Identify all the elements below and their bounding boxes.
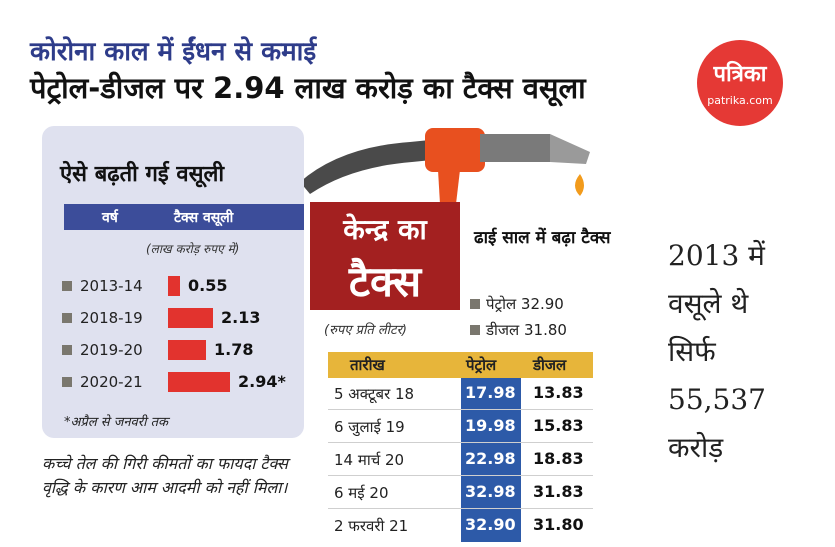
side-note-line: 55,537 bbox=[668, 383, 766, 416]
rise-item-text: पेट्रोल 32.90 bbox=[486, 295, 564, 313]
bar-value: 2.13 bbox=[221, 308, 261, 327]
row-date: 5 अक्टूबर 18 bbox=[334, 385, 415, 403]
bar bbox=[168, 340, 206, 360]
row-divider bbox=[328, 508, 593, 509]
headline-line1: कोरोना काल में ईंधन से कमाई bbox=[30, 37, 317, 67]
fuel-nozzle-illustration bbox=[300, 128, 590, 204]
bar-year: 2018-19 bbox=[80, 309, 143, 327]
table-row: 6 मई 20 32.98 31.83 bbox=[328, 477, 593, 509]
bullet-square bbox=[62, 281, 72, 291]
bar-row: 2018-19 2.13 bbox=[62, 306, 302, 330]
side-note-line: सिर्फ bbox=[668, 335, 716, 368]
bullet-square bbox=[470, 325, 480, 335]
side-note: 2013 में वसूले थे सिर्फ 55,537 करोड़ bbox=[668, 232, 766, 472]
row-diesel: 13.83 bbox=[533, 383, 584, 402]
row-diesel: 18.83 bbox=[533, 449, 584, 468]
row-petrol: 32.90 bbox=[465, 515, 516, 534]
bar-value: 2.94* bbox=[238, 372, 286, 391]
bar-row: 2019-20 1.78 bbox=[62, 338, 302, 362]
bar-value: 1.78 bbox=[214, 340, 254, 359]
row-date: 14 मार्च 20 bbox=[334, 451, 405, 469]
central-tax-unit: (रुपए प्रति लीटर) bbox=[324, 323, 407, 338]
row-date: 6 जुलाई 19 bbox=[334, 418, 405, 436]
rise-title: ढाई साल में बढ़ा टैक्स bbox=[474, 228, 611, 248]
row-petrol: 17.98 bbox=[465, 383, 516, 402]
row-diesel: 15.83 bbox=[533, 416, 584, 435]
table-row: 2 फरवरी 21 32.90 31.80 bbox=[328, 510, 593, 542]
panel-footnote: *अप्रैल से जनवरी तक bbox=[64, 415, 168, 430]
bar bbox=[168, 276, 180, 296]
bar-year: 2013-14 bbox=[80, 277, 143, 295]
panel-title: ऐसे बढ़ती गई वसूली bbox=[60, 162, 225, 187]
tax-collection-panel: ऐसे बढ़ती गई वसूली वर्ष टैक्स वसूली (लाख… bbox=[42, 126, 304, 438]
row-petrol: 32.98 bbox=[465, 482, 516, 501]
row-petrol: 22.98 bbox=[465, 449, 516, 468]
bullet-square bbox=[470, 299, 480, 309]
bar-value: 0.55 bbox=[188, 276, 228, 295]
header-diesel: डीजल bbox=[533, 356, 567, 374]
row-divider bbox=[328, 409, 593, 410]
panel-header: वर्ष टैक्स वसूली bbox=[64, 204, 304, 230]
central-tax-line1: केन्द्र का bbox=[343, 213, 427, 246]
row-date: 2 फरवरी 21 bbox=[334, 517, 409, 535]
table-row: 5 अक्टूबर 18 17.98 13.83 bbox=[328, 378, 593, 410]
petrol-column-bg bbox=[461, 378, 521, 542]
bar bbox=[168, 308, 213, 328]
logo-name: पत्रिका bbox=[713, 62, 767, 87]
rise-item-text: डीजल 31.80 bbox=[486, 321, 567, 339]
bullet-square bbox=[62, 313, 72, 323]
headline-line2: पेट्रोल-डीजल पर 2.94 लाख करोड़ का टैक्स … bbox=[30, 71, 586, 105]
row-diesel: 31.80 bbox=[533, 515, 584, 534]
bullet-square bbox=[62, 377, 72, 387]
patrika-logo: पत्रिका patrika.com bbox=[697, 40, 783, 126]
side-note-line: 2013 में bbox=[668, 239, 765, 272]
bar-row: 2013-14 0.55 bbox=[62, 274, 302, 298]
side-note-line: करोड़ bbox=[668, 431, 724, 464]
bullet-square bbox=[62, 345, 72, 355]
central-tax-box: केन्द्र का टैक्स bbox=[310, 202, 460, 310]
row-divider bbox=[328, 442, 593, 443]
bar-year: 2020-21 bbox=[80, 373, 143, 391]
rise-item: डीजल 31.80 bbox=[470, 320, 567, 340]
central-tax-line2: टैक्स bbox=[348, 257, 422, 306]
table-row: 6 जुलाई 19 19.98 15.83 bbox=[328, 411, 593, 443]
header-petrol: पेट्रोल bbox=[466, 356, 497, 374]
bar bbox=[168, 372, 230, 392]
rise-item: पेट्रोल 32.90 bbox=[470, 294, 564, 314]
bar-year: 2019-20 bbox=[80, 341, 143, 359]
table-row: 14 मार्च 20 22.98 18.83 bbox=[328, 444, 593, 476]
row-diesel: 31.83 bbox=[533, 482, 584, 501]
row-date: 6 मई 20 bbox=[334, 484, 389, 502]
bottom-note: कच्चे तेल की गिरी कीमतों का फायदा टैक्स … bbox=[42, 454, 288, 497]
row-petrol: 19.98 bbox=[465, 416, 516, 435]
bar-row: 2020-21 2.94* bbox=[62, 370, 302, 394]
row-divider bbox=[328, 475, 593, 476]
table-header: तारीख पेट्रोल डीजल bbox=[328, 352, 593, 378]
logo-site: patrika.com bbox=[707, 94, 773, 107]
col-year: वर्ष bbox=[102, 210, 118, 226]
header-date: तारीख bbox=[350, 356, 385, 374]
col-tax: टैक्स वसूली bbox=[174, 210, 234, 226]
panel-unit: (लाख करोड़ रुपए में) bbox=[146, 242, 240, 256]
side-note-line: वसूले थे bbox=[668, 287, 749, 320]
